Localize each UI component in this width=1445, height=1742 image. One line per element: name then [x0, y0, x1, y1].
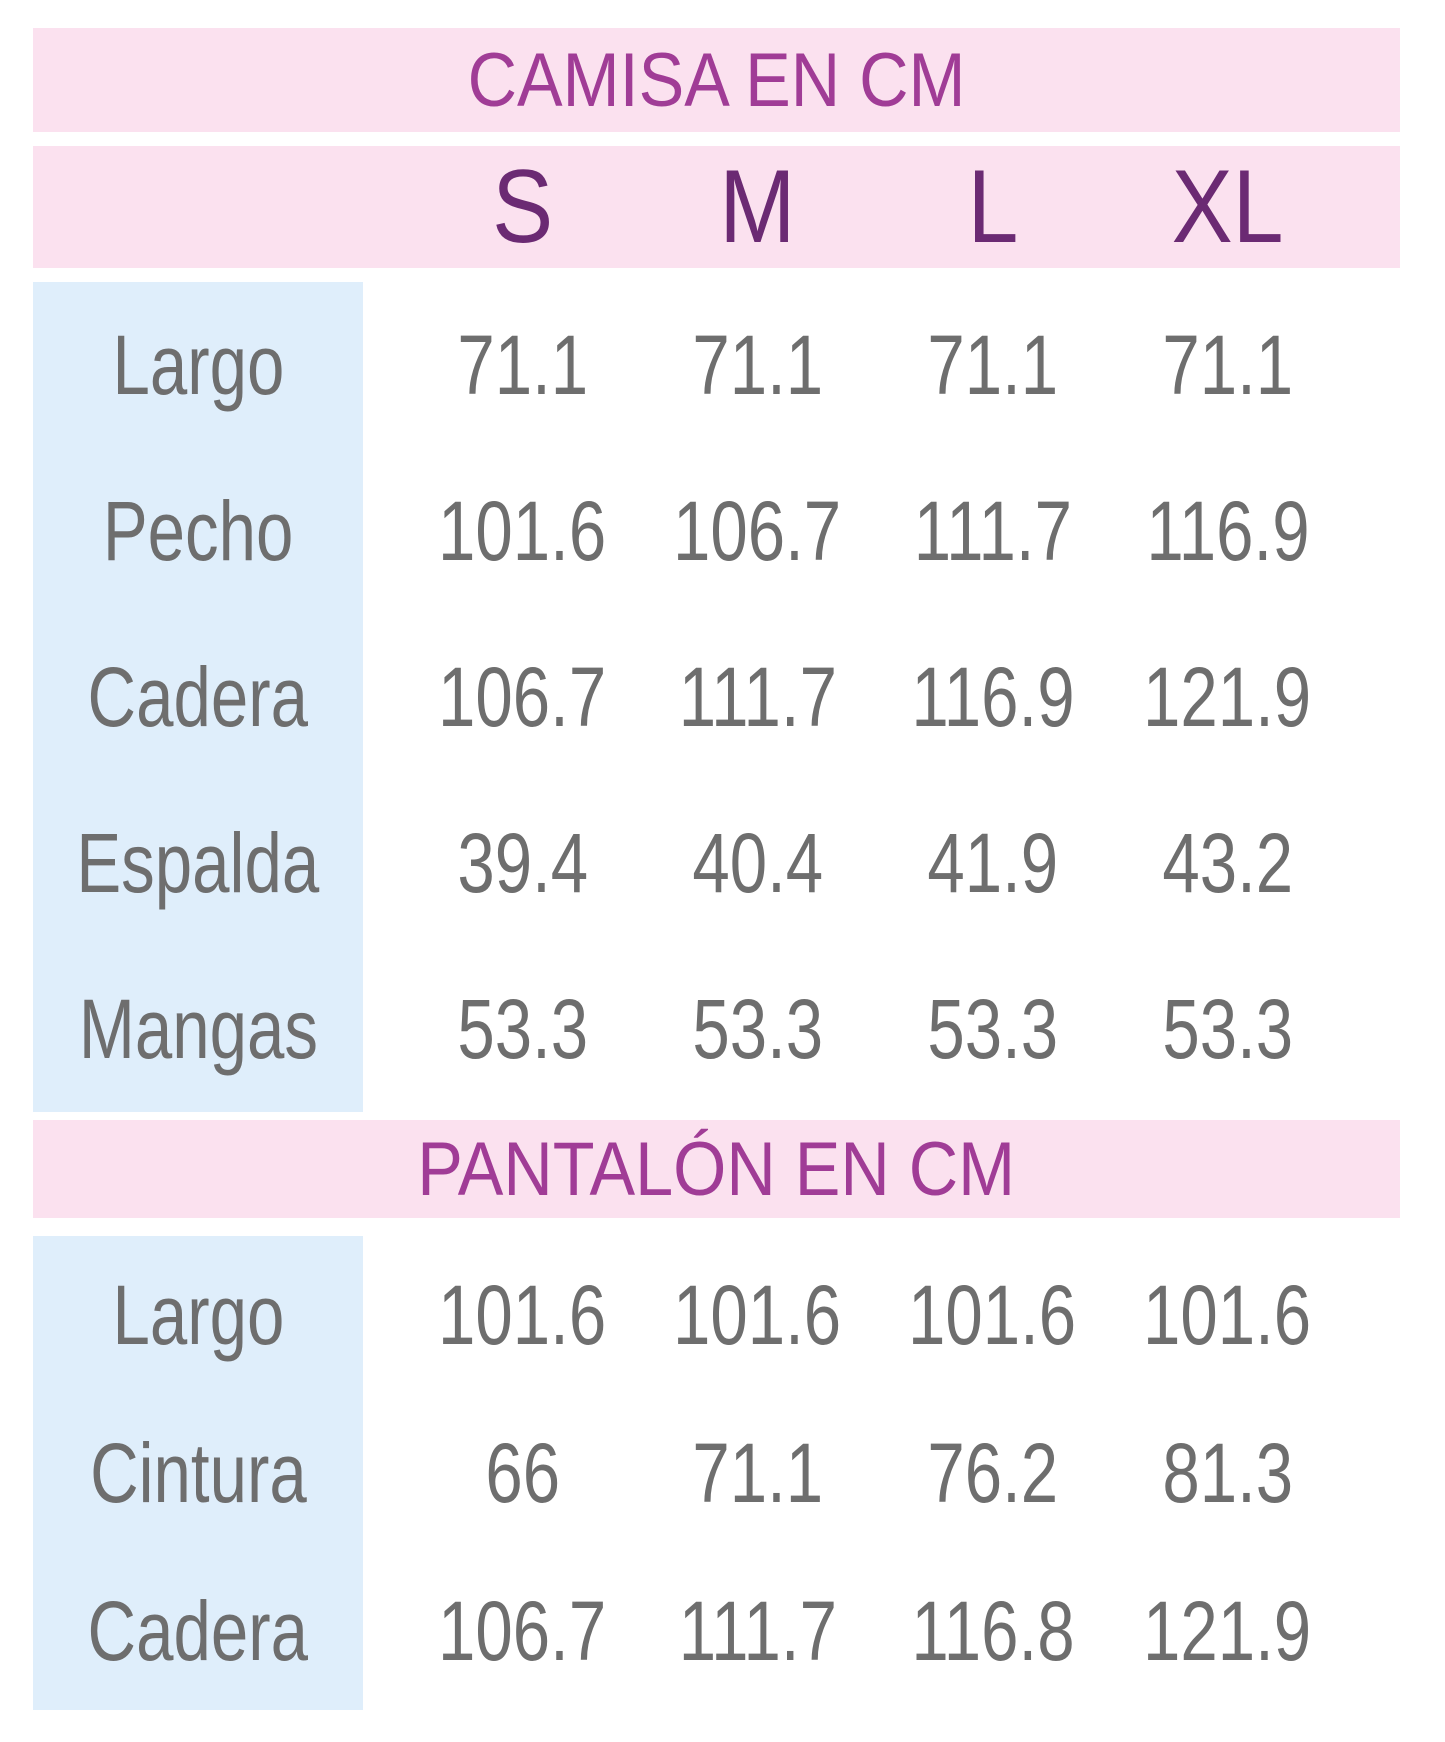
- pantalon-title: PANTALÓN EN CM: [417, 1126, 1016, 1212]
- row-label: Largo: [33, 1236, 363, 1394]
- value-m: 111.7: [678, 1583, 837, 1678]
- value-xl: 43.2: [1162, 815, 1293, 910]
- value-s: 101.6: [438, 1267, 607, 1362]
- value-xl: 121.9: [1143, 649, 1312, 744]
- value-l: 53.3: [927, 981, 1058, 1076]
- row-label: Cadera: [33, 1552, 363, 1710]
- value-xl: 101.6: [1143, 1267, 1312, 1362]
- size-header-l: L: [967, 148, 1018, 265]
- value-s: 101.6: [438, 483, 607, 578]
- value-s: 39.4: [457, 815, 588, 910]
- row-label: Mangas: [33, 946, 363, 1112]
- row-label: Cintura: [33, 1394, 363, 1552]
- table-row-cintura: Cintura 66 71.1 76.2 81.3: [33, 1394, 1400, 1552]
- value-l: 101.6: [908, 1267, 1077, 1362]
- value-l: 116.9: [910, 649, 1075, 744]
- value-m: 106.7: [673, 483, 842, 578]
- value-m: 101.6: [673, 1267, 842, 1362]
- value-s: 66: [485, 1425, 560, 1520]
- value-l: 41.9: [927, 815, 1058, 910]
- row-label: Largo: [33, 282, 363, 448]
- value-xl: 121.9: [1143, 1583, 1312, 1678]
- size-header-s: S: [491, 148, 554, 265]
- value-xl: 71.1: [1162, 317, 1293, 412]
- size-header-row: S M L XL: [33, 146, 1400, 268]
- value-m: 53.3: [692, 981, 823, 1076]
- value-xl: 53.3: [1162, 981, 1293, 1076]
- row-label: Pecho: [33, 448, 363, 614]
- table-row-espalda: Espalda 39.4 40.4 41.9 43.2: [33, 780, 1400, 946]
- table-row-mangas: Mangas 53.3 53.3 53.3 53.3: [33, 946, 1400, 1112]
- value-m: 111.7: [678, 649, 837, 744]
- camisa-table: Largo 71.1 71.1 71.1 71.1 Pecho 101.6 10…: [33, 282, 1400, 1112]
- value-l: 111.7: [913, 483, 1072, 578]
- value-m: 40.4: [692, 815, 823, 910]
- value-l: 71.1: [927, 317, 1058, 412]
- value-s: 106.7: [438, 649, 607, 744]
- camisa-title: CAMISA EN CM: [467, 37, 966, 123]
- table-row-cadera: Cadera 106.7 111.7 116.9 121.9: [33, 614, 1400, 780]
- row-label: Cadera: [33, 614, 363, 780]
- value-xl: 81.3: [1162, 1425, 1293, 1520]
- table-row-largo: Largo 101.6 101.6 101.6 101.6: [33, 1236, 1400, 1394]
- value-xl: 116.9: [1145, 483, 1310, 578]
- table-row-largo: Largo 71.1 71.1 71.1 71.1: [33, 282, 1400, 448]
- camisa-section-header: CAMISA EN CM: [33, 28, 1400, 132]
- pantalon-table: Largo 101.6 101.6 101.6 101.6 Cintura 66…: [33, 1236, 1400, 1710]
- size-header-xl: XL: [1171, 148, 1284, 265]
- table-row-pecho: Pecho 101.6 106.7 111.7 116.9: [33, 448, 1400, 614]
- size-header-m: M: [719, 148, 796, 265]
- value-s: 71.1: [457, 317, 588, 412]
- value-l: 76.2: [927, 1425, 1058, 1520]
- value-m: 71.1: [692, 317, 823, 412]
- value-m: 71.1: [692, 1425, 823, 1520]
- table-row-cadera: Cadera 106.7 111.7 116.8 121.9: [33, 1552, 1400, 1710]
- pantalon-section-header: PANTALÓN EN CM: [33, 1120, 1400, 1218]
- value-l: 116.8: [910, 1583, 1075, 1678]
- value-s: 53.3: [457, 981, 588, 1076]
- value-s: 106.7: [438, 1583, 607, 1678]
- row-label: Espalda: [33, 780, 363, 946]
